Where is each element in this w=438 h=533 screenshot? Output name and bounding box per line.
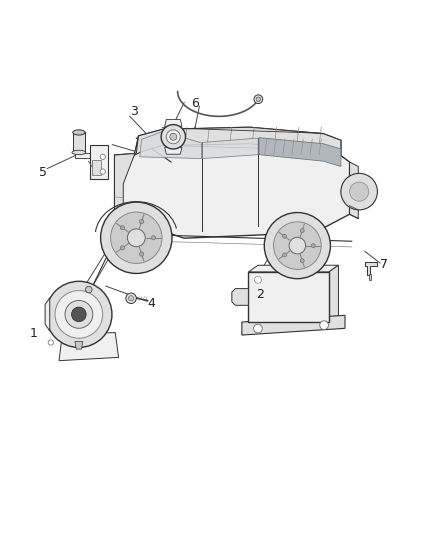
Circle shape [46,281,112,348]
Circle shape [170,133,177,140]
Polygon shape [350,162,358,219]
Polygon shape [232,289,248,305]
Text: 7: 7 [380,258,389,271]
Polygon shape [59,333,119,361]
Circle shape [254,276,261,283]
Circle shape [100,154,106,159]
Polygon shape [90,144,109,179]
Bar [73,133,85,154]
Circle shape [85,286,92,293]
Polygon shape [140,132,201,158]
Text: 3: 3 [130,106,138,118]
Circle shape [283,235,286,238]
Circle shape [254,324,262,333]
Polygon shape [75,154,90,158]
Text: 6: 6 [191,97,199,110]
Circle shape [139,220,144,224]
Circle shape [283,253,286,257]
Bar [92,160,102,175]
Polygon shape [242,316,345,335]
Polygon shape [259,138,341,166]
Circle shape [273,222,321,269]
Circle shape [126,293,136,303]
Circle shape [48,340,53,345]
Circle shape [65,301,93,328]
Text: 5: 5 [39,166,47,180]
Circle shape [128,296,134,301]
Text: 2: 2 [256,288,264,301]
Text: 1: 1 [30,327,38,341]
Circle shape [320,321,328,329]
Text: 4: 4 [148,297,155,310]
Circle shape [151,236,155,240]
Circle shape [100,169,106,174]
Polygon shape [75,342,83,349]
Polygon shape [165,147,182,154]
Circle shape [300,229,304,232]
Polygon shape [202,138,258,158]
Polygon shape [115,127,350,238]
Polygon shape [115,136,138,215]
Circle shape [350,182,369,201]
Bar [248,272,329,322]
Polygon shape [45,298,50,331]
Polygon shape [365,262,378,275]
Circle shape [120,225,124,230]
Ellipse shape [73,130,85,135]
Circle shape [161,125,185,149]
Circle shape [311,244,315,248]
Polygon shape [329,265,339,322]
Circle shape [256,97,261,101]
Circle shape [127,229,145,247]
Polygon shape [134,127,341,156]
Polygon shape [165,119,182,126]
Circle shape [264,213,330,279]
Bar [369,274,371,279]
Circle shape [166,130,180,144]
Circle shape [55,290,102,338]
Polygon shape [248,265,339,272]
Circle shape [300,259,304,263]
Circle shape [289,237,306,254]
Circle shape [120,246,124,250]
Circle shape [71,307,86,321]
Circle shape [254,95,263,103]
Circle shape [139,252,144,256]
Circle shape [111,212,162,263]
Circle shape [101,202,172,273]
Circle shape [341,173,378,210]
Ellipse shape [72,150,86,155]
